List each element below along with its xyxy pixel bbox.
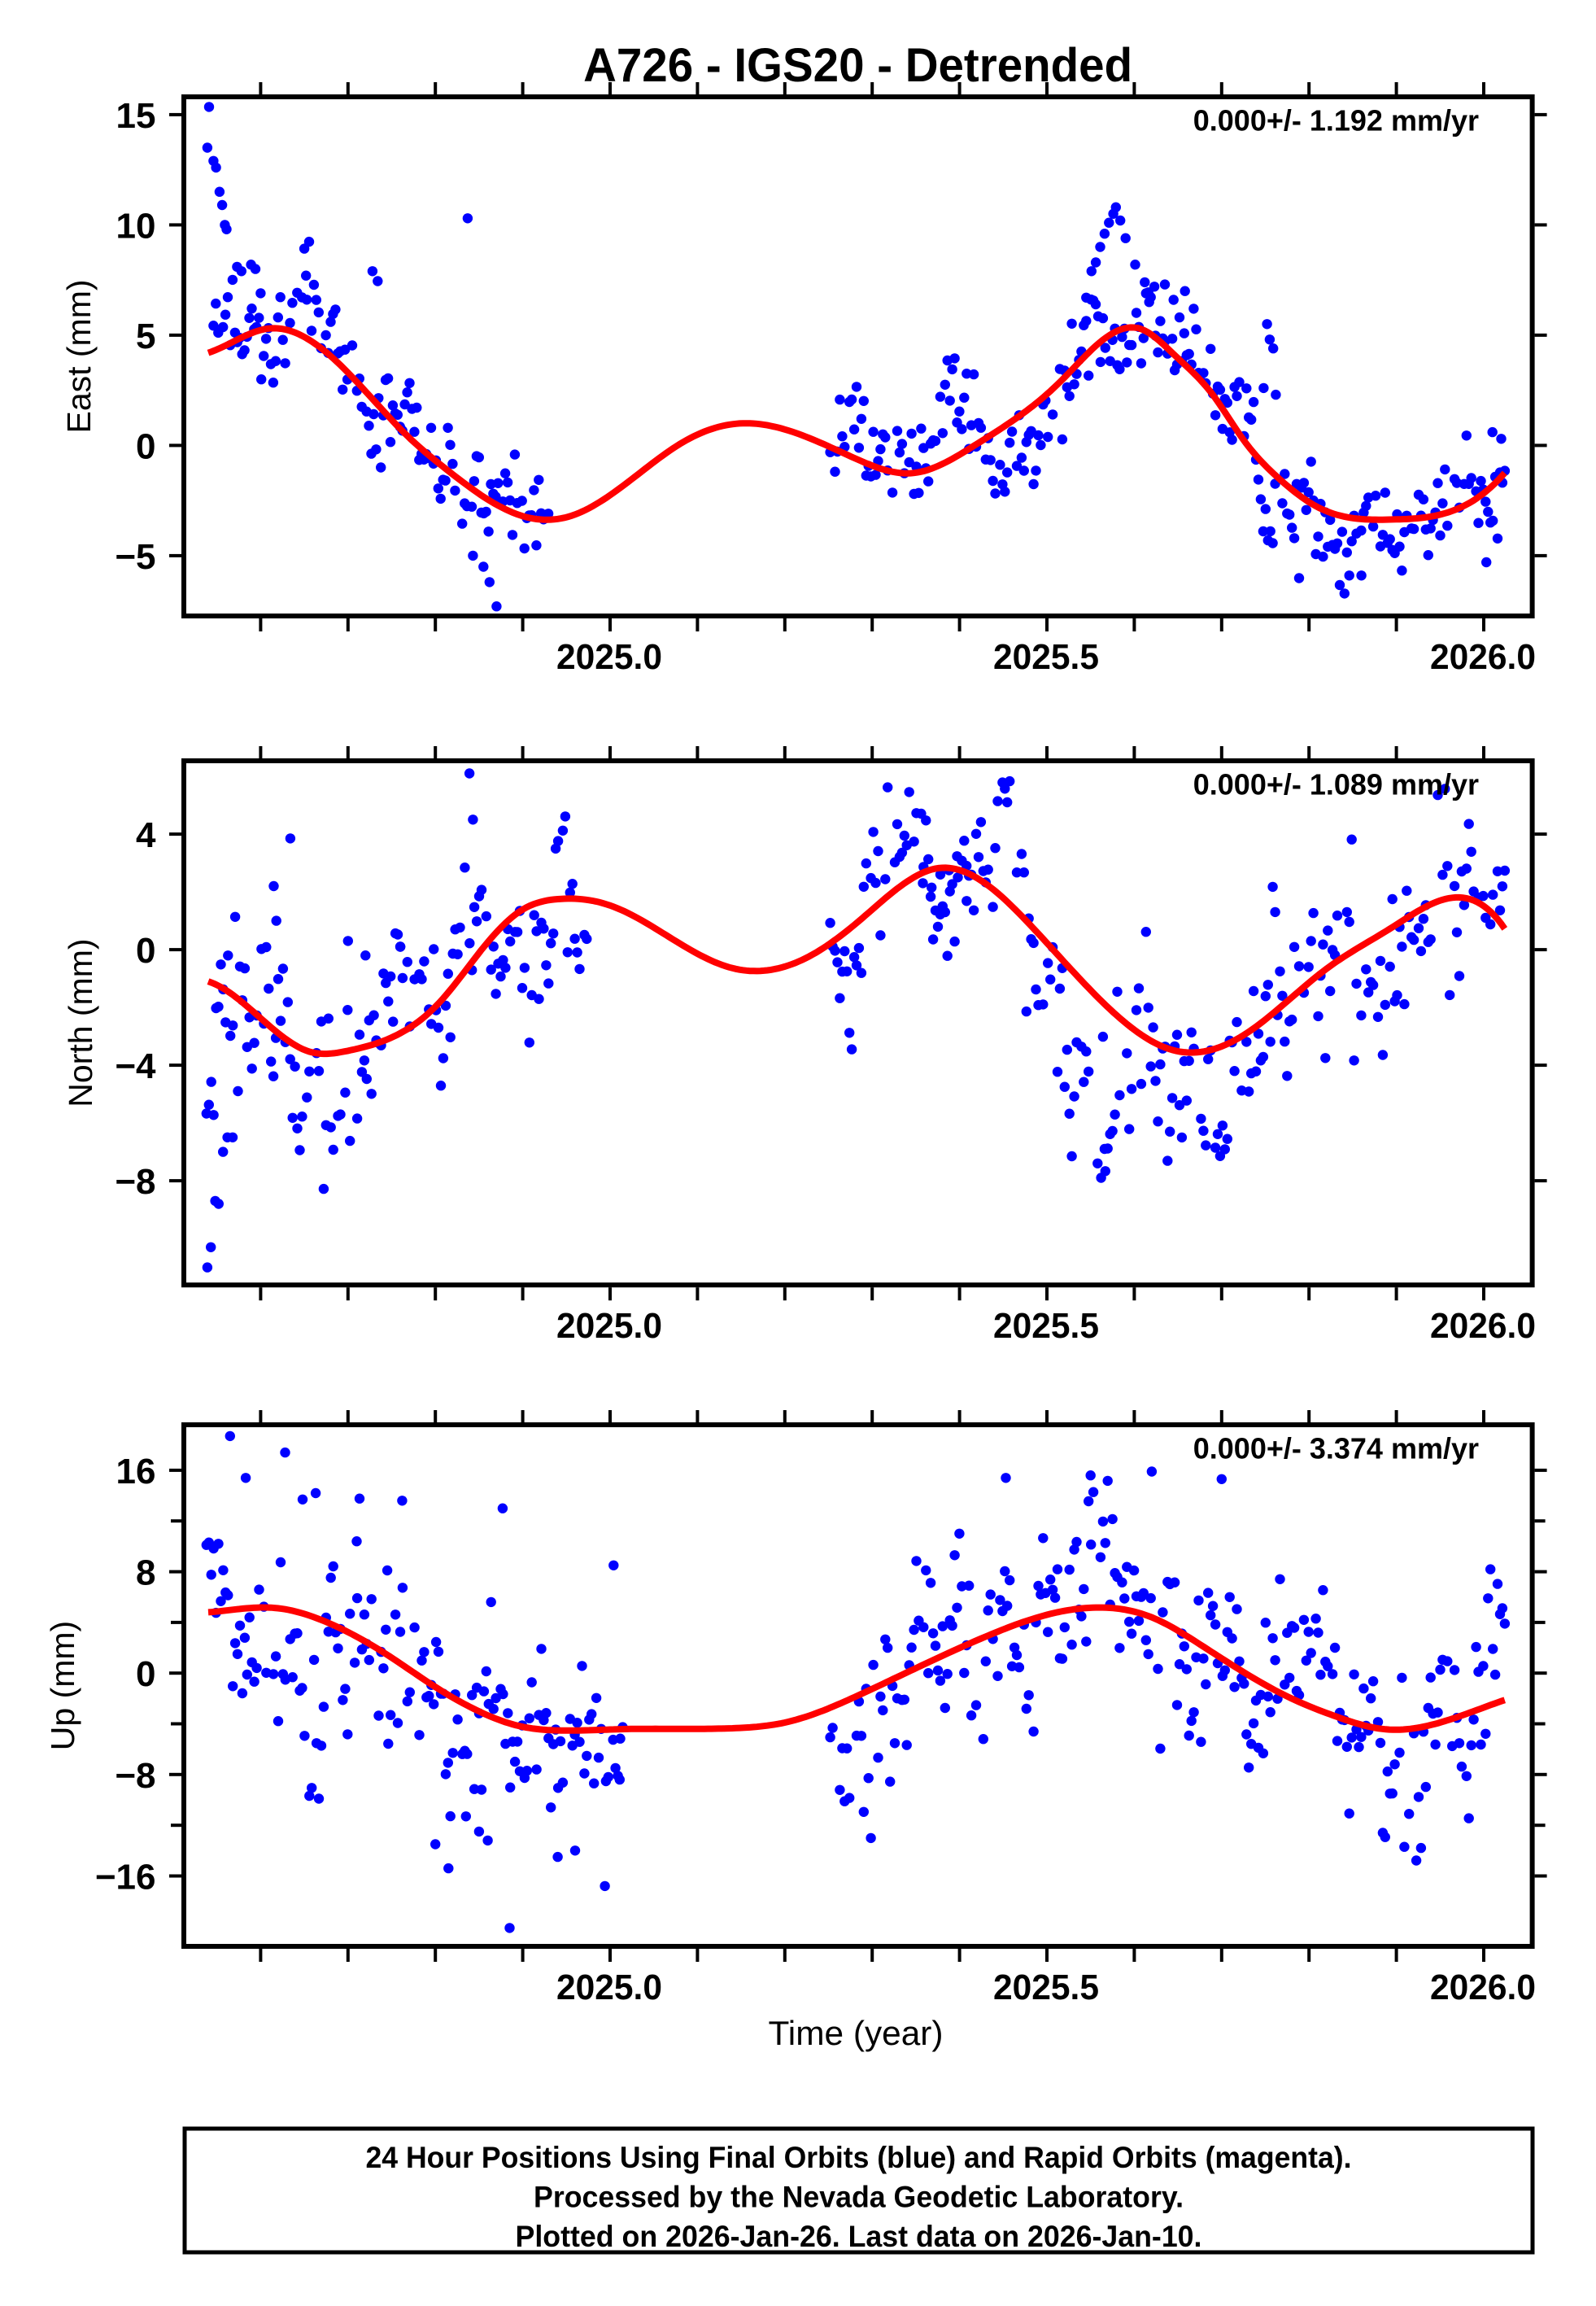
svg-text:0: 0: [136, 1654, 155, 1694]
svg-text:0: 0: [136, 426, 155, 466]
svg-text:North (mm): North (mm): [62, 938, 99, 1107]
svg-text:2025.5: 2025.5: [993, 637, 1099, 677]
svg-text:A726 - IGS20 - Detrended: A726 - IGS20 - Detrended: [583, 39, 1132, 92]
svg-text:2025.0: 2025.0: [556, 1968, 662, 2007]
svg-text:2026.0: 2026.0: [1430, 1306, 1536, 1346]
svg-text:2025.5: 2025.5: [993, 1306, 1099, 1346]
svg-text:2025.5: 2025.5: [993, 1968, 1099, 2007]
svg-text:2025.0: 2025.0: [556, 637, 662, 677]
svg-text:0.000+/- 3.374 mm/yr: 0.000+/- 3.374 mm/yr: [1193, 1432, 1479, 1465]
svg-text:0: 0: [136, 931, 155, 971]
svg-text:10: 10: [116, 206, 156, 246]
svg-text:Processed by the Nevada Geodet: Processed by the Nevada Geodetic Laborat…: [534, 2181, 1184, 2214]
svg-text:−16: −16: [95, 1858, 156, 1898]
svg-text:−8: −8: [115, 1162, 155, 1202]
svg-text:24 Hour Positions Using Final: 24 Hour Positions Using Final Orbits (bl…: [366, 2141, 1352, 2174]
svg-text:8: 8: [136, 1553, 155, 1593]
svg-text:−4: −4: [115, 1046, 156, 1086]
svg-text:0.000+/- 1.089 mm/yr: 0.000+/- 1.089 mm/yr: [1193, 768, 1479, 801]
svg-text:15: 15: [116, 96, 156, 136]
svg-text:2025.0: 2025.0: [556, 1306, 662, 1346]
svg-text:−5: −5: [115, 537, 155, 577]
svg-text:2026.0: 2026.0: [1430, 1968, 1536, 2007]
svg-text:4: 4: [136, 815, 156, 855]
svg-text:−8: −8: [115, 1756, 155, 1796]
svg-text:Time (year): Time (year): [769, 2014, 944, 2052]
svg-text:5: 5: [136, 317, 155, 356]
svg-text:0.000+/- 1.192 mm/yr: 0.000+/- 1.192 mm/yr: [1193, 104, 1479, 138]
svg-text:Up (mm): Up (mm): [44, 1621, 81, 1750]
svg-text:16: 16: [116, 1452, 156, 1491]
svg-text:Plotted on 2026-Jan-26. Last d: Plotted on 2026-Jan-26. Last data on 202…: [516, 2220, 1202, 2253]
svg-text:East (mm): East (mm): [60, 279, 98, 433]
svg-text:2026.0: 2026.0: [1430, 637, 1536, 677]
